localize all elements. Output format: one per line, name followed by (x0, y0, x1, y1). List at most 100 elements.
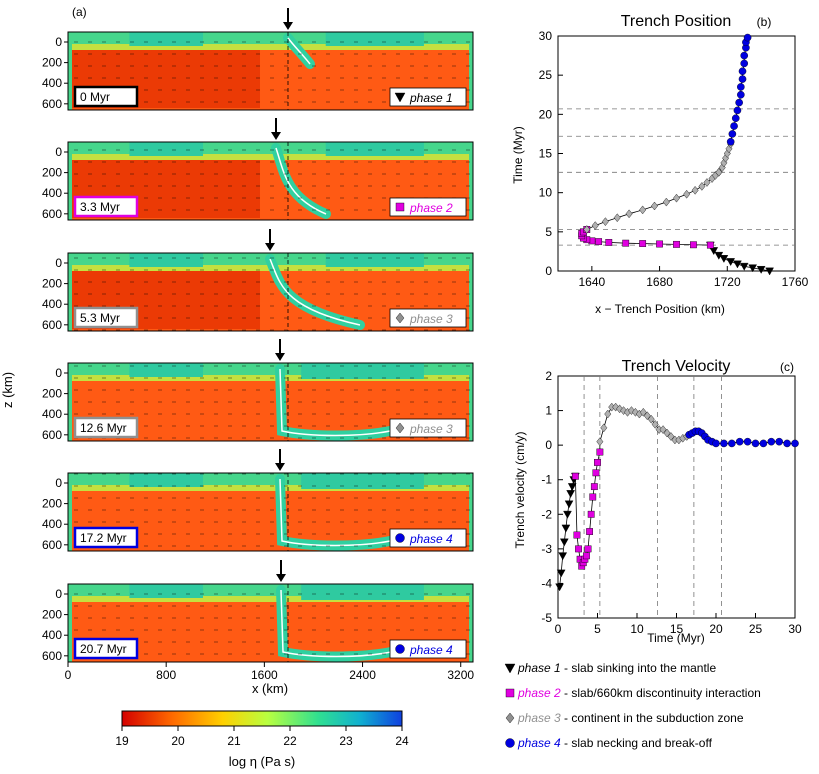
data-point (573, 531, 581, 539)
y-tick-label: 200 (42, 608, 62, 622)
x-tick-label: 1760 (782, 275, 809, 289)
data-point (583, 225, 591, 234)
phase-marker (394, 92, 406, 103)
legend-desc: - slab necking and break-off (561, 736, 713, 750)
colorbar-tick-label: 21 (227, 734, 241, 748)
y-tick-label: 400 (42, 186, 62, 200)
x-tick-label: 25 (749, 622, 763, 636)
data-point (673, 240, 680, 248)
time-label: 12.6 Myr (80, 421, 127, 435)
legend-text: phase 3 - continent in the subduction zo… (517, 711, 744, 725)
data-point (601, 217, 609, 226)
legend-text: phase 4 - slab necking and break-off (517, 736, 713, 750)
x-tick-label: 10 (630, 622, 644, 636)
y-tick-label: 400 (42, 407, 62, 421)
legend-item: phase 4 - slab necking and break-off (505, 736, 713, 750)
data-point (662, 197, 670, 207)
data-point (620, 406, 628, 415)
data-point (673, 193, 680, 203)
data-point (719, 255, 729, 263)
legend-phase: phase 2 (517, 686, 561, 700)
snapshot-panel: 0 200 400 600 20.7 Myr phase 4 (42, 560, 474, 663)
data-point (559, 538, 569, 547)
data-point (728, 439, 736, 448)
panel-a-xlabel: x (km) (252, 681, 288, 696)
data-point (715, 167, 723, 177)
trench-arrow-head (275, 353, 285, 361)
y-tick-label: 20 (539, 107, 553, 121)
x-tick-label: 0 (65, 668, 72, 682)
y-tick-label: 600 (42, 318, 62, 332)
data-point (589, 493, 597, 501)
panel-c-ylabel: Trench velocity (cm/y) (513, 432, 527, 549)
data-point (639, 205, 647, 215)
panel-b: Trench Position (b) Time (Myr) x − Trenc… (511, 13, 809, 316)
time-box (73, 85, 139, 108)
legend-item: phase 1 - slab sinking into the mantle (504, 661, 717, 675)
panel-c-title: Trench Velocity (622, 358, 731, 375)
phase-box (389, 197, 467, 217)
panel-c-label: (c) (780, 360, 794, 374)
phase-label: phase 4 (409, 643, 453, 657)
colorbar-tick-label: 23 (339, 734, 353, 748)
x-tick-label: 1720 (714, 275, 741, 289)
panel-b-xlabel: x − Trench Position (km) (595, 302, 725, 316)
y-tick-label: 0 (55, 256, 62, 270)
data-point (756, 266, 766, 274)
data-point (566, 490, 575, 498)
trench-arrow-head (276, 574, 286, 582)
phase-marker (395, 202, 405, 212)
plot-frame (557, 375, 796, 619)
time-box (73, 306, 139, 329)
data-point (567, 483, 577, 492)
x-tick-label: 1640 (579, 275, 606, 289)
data-point (592, 469, 600, 477)
x-tick-label: 20 (709, 622, 723, 636)
phase-box (389, 87, 467, 107)
data-point (731, 114, 740, 123)
data-point (651, 201, 658, 211)
data-point (735, 437, 744, 446)
snapshot-panel: 0 200 400 600 0 Myr phase 1 (42, 8, 474, 111)
legend-marker (505, 712, 515, 724)
data-point (690, 241, 697, 249)
data-point (738, 75, 747, 83)
y-tick-label: -2 (541, 507, 552, 521)
trench-arrow-head (275, 463, 285, 471)
data-point (683, 189, 691, 199)
data-point (737, 90, 745, 99)
y-tick-label: 200 (42, 166, 62, 180)
phase-marker (395, 422, 405, 434)
data-point (600, 423, 608, 433)
phase-marker (395, 533, 405, 543)
data-point (639, 407, 647, 417)
colorbar-tick-label: 24 (395, 734, 409, 748)
data-point (575, 545, 582, 553)
colorbar-tick-label: 22 (283, 734, 297, 748)
x-tick-label: 30 (788, 622, 802, 636)
snapshot-border (67, 141, 474, 221)
data-point (726, 258, 736, 267)
time-label: 20.7 Myr (80, 642, 127, 656)
snapshot-border (67, 583, 474, 663)
data-point (720, 439, 728, 448)
y-tick-label: 0 (545, 438, 552, 452)
y-tick-label: 0 (55, 35, 62, 49)
phase-marker (395, 644, 405, 654)
data-point (783, 439, 791, 448)
y-tick-label: 5 (545, 225, 552, 239)
data-point (735, 98, 743, 107)
trench-arrow-head (283, 22, 293, 30)
time-label: 5.3 Myr (80, 311, 120, 325)
time-label: 0 Myr (80, 90, 110, 104)
panel-b-title: Trench Position (621, 13, 732, 30)
y-tick-label: 1 (545, 404, 552, 418)
data-point (605, 239, 613, 246)
legend-desc: - slab sinking into the mantle (561, 661, 717, 675)
trench-arrow-head (265, 243, 275, 251)
y-tick-label: 10 (539, 186, 553, 200)
y-tick-label: -4 (541, 576, 552, 590)
y-tick-label: 200 (42, 277, 62, 291)
legend-marker (505, 738, 515, 748)
legend-text: phase 2 - slab/660km discontinuity inter… (517, 686, 761, 700)
